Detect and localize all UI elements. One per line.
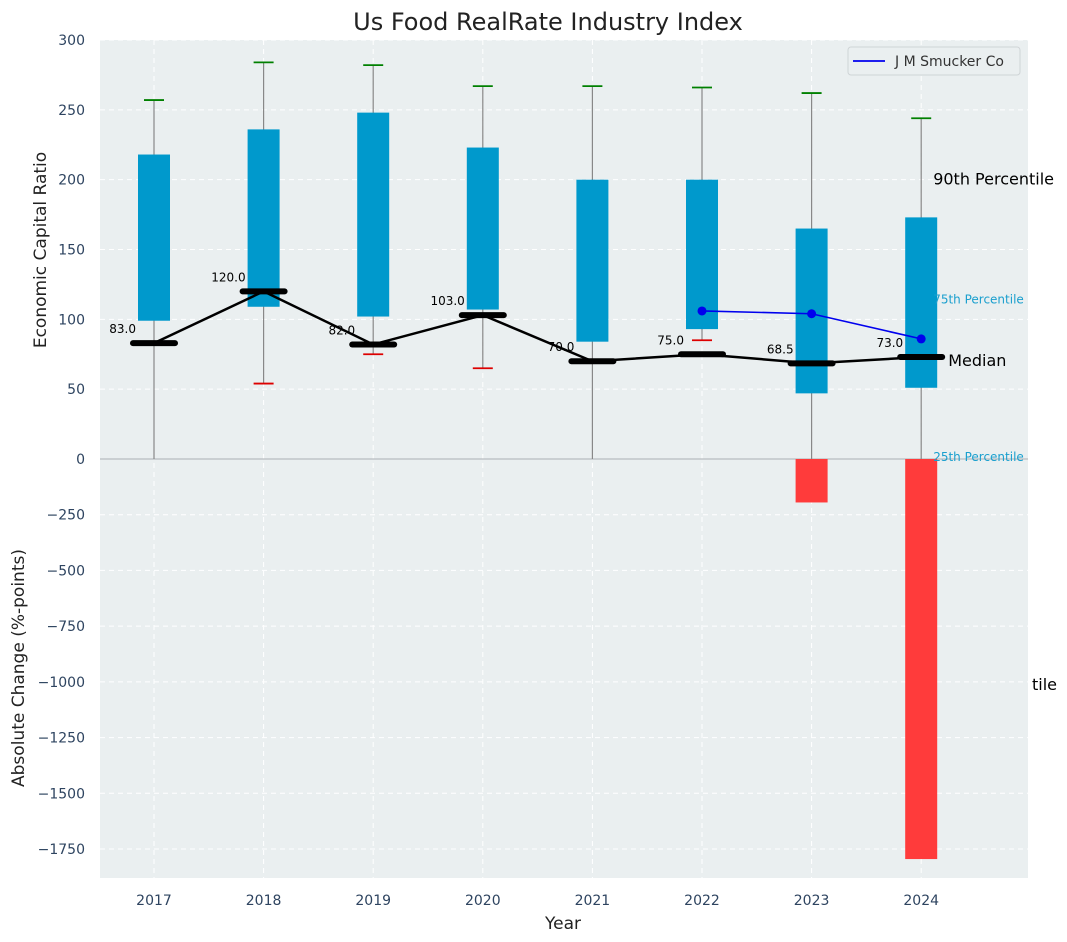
top-y-tick-label: 300 <box>58 33 85 49</box>
x-tick-label: 2020 <box>465 893 501 909</box>
median-value-label: 75.0 <box>657 333 684 347</box>
top-y-tick-label: 200 <box>58 173 85 189</box>
bottom-y-tick-label: −1500 <box>38 786 85 802</box>
change-bars <box>795 459 938 860</box>
box-iqr <box>247 129 280 307</box>
box-iqr <box>466 147 499 310</box>
chart-title: Us Food RealRate Industry Index <box>353 8 743 36</box>
x-tick-label: 2023 <box>794 893 830 909</box>
data-labels: 83.0 120.0 82.0 103.0 70.0 75.0 68.5 73.0 <box>109 270 903 356</box>
company-point <box>697 306 707 316</box>
top-y-tick-label: 50 <box>67 382 85 398</box>
top-y-tick-label: 250 <box>58 103 85 119</box>
clipped-annotation: tile <box>1032 675 1057 694</box>
x-tick-label: 2017 <box>136 893 172 909</box>
box-iqr <box>686 179 718 330</box>
median-line <box>153 290 922 365</box>
percentile-annotation: 25th Percentile <box>933 450 1024 464</box>
median-value-label: 82.0 <box>328 323 355 337</box>
company-point <box>916 334 926 344</box>
median-value-label: 73.0 <box>876 336 903 350</box>
bottom-y-tick-label: −500 <box>47 563 85 579</box>
y-axis-label-bottom: Absolute Change (%-points) <box>9 549 29 787</box>
annotations: 90th Percentile 75th Percentile Median 25th… <box>933 170 1057 694</box>
percentile-annotation: 75th Percentile <box>933 292 1024 306</box>
median-value-label: 68.5 <box>767 342 794 356</box>
median-value-label: 120.0 <box>211 270 245 284</box>
median-value-label: 70.0 <box>548 340 575 354</box>
x-tick-label: 2021 <box>575 893 611 909</box>
median-value-label: 83.0 <box>109 322 136 336</box>
legend: J M Smucker Co <box>847 46 1021 76</box>
bottom-y-tick-label: −1250 <box>38 731 85 747</box>
bottom-y-tick-label: −750 <box>47 619 85 635</box>
x-tick-label: 2019 <box>355 893 391 909</box>
legend-box <box>847 46 1021 76</box>
change-bar <box>795 459 828 503</box>
x-tick-label: 2018 <box>246 893 282 909</box>
bottom-y-tick-label: −250 <box>47 508 85 524</box>
x-axis-label: Year <box>544 914 581 934</box>
top-y-tick-label: 150 <box>58 243 85 259</box>
y-axis-label-top: Economic Capital Ratio <box>31 152 51 348</box>
bottom-plot-background <box>100 459 1028 878</box>
top-y-tick-label: 100 <box>58 312 85 328</box>
percentile-annotation: Median <box>948 351 1006 370</box>
x-tick-label: 2022 <box>684 893 720 909</box>
bottom-y-tick-label: −1750 <box>38 842 85 858</box>
box-iqr <box>576 179 609 342</box>
box-iqr <box>357 112 390 317</box>
axis-ticks: 0 50 100 150 200 250 300 −250 −500 −750 −1000 −1250… <box>38 33 939 909</box>
top-y-tick-label: 0 <box>76 452 85 468</box>
box-iqr <box>138 154 170 321</box>
boxes <box>130 61 946 459</box>
percentile-annotation: 90th Percentile <box>933 170 1054 189</box>
series-lines <box>153 290 926 365</box>
x-tick-label: 2024 <box>903 893 939 909</box>
change-bar <box>905 459 938 860</box>
company-point <box>807 309 817 319</box>
median-value-label: 103.0 <box>430 294 464 308</box>
legend-label: J M Smucker Co <box>894 54 1004 70</box>
bottom-y-tick-label: −1000 <box>38 675 85 691</box>
